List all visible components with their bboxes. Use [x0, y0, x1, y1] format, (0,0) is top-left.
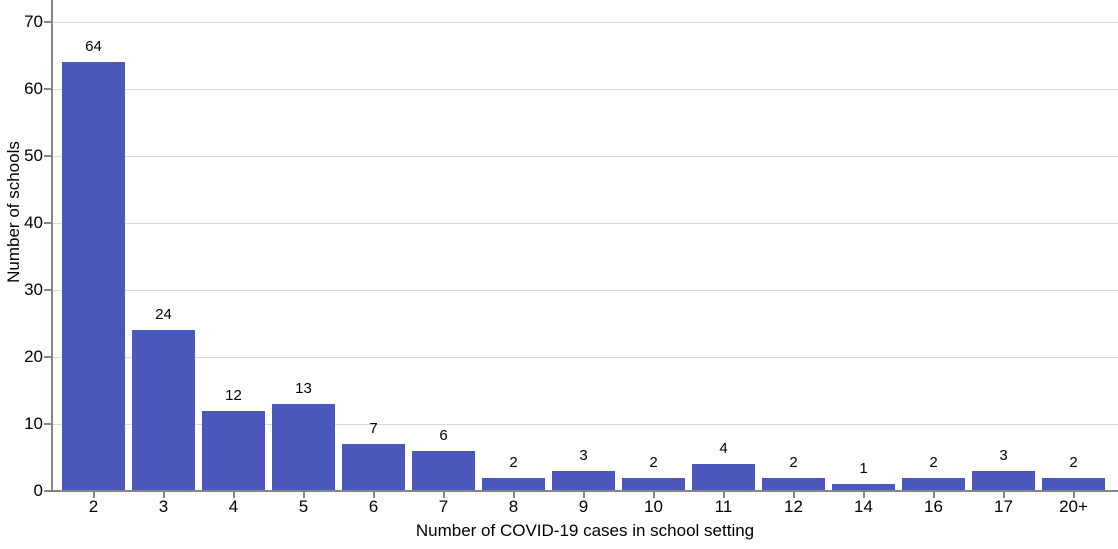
- bar-value-label: 24: [155, 306, 172, 324]
- x-axis-tick-label: 12: [784, 497, 803, 516]
- gridline: [52, 156, 1118, 157]
- bar: [692, 464, 755, 491]
- bar-value-label: 3: [999, 446, 1008, 464]
- y-axis-tick-label: 40: [24, 213, 43, 232]
- gridline: [52, 223, 1118, 224]
- y-axis-tick-label: 30: [24, 280, 43, 299]
- x-axis-tick: [652, 492, 655, 498]
- bar-value-label: 12: [225, 386, 242, 404]
- x-axis-tick-label: 2: [88, 497, 99, 516]
- y-axis-tick-label: 0: [33, 481, 43, 500]
- bar: [342, 444, 405, 491]
- x-axis-tick: [92, 492, 95, 498]
- bar-value-label: 13: [295, 379, 312, 397]
- y-axis-tick: [44, 155, 51, 157]
- y-axis-tick: [44, 356, 51, 358]
- bar: [762, 477, 825, 491]
- y-axis-tick: [44, 490, 51, 492]
- x-axis-tick-label: 9: [578, 497, 589, 516]
- x-axis-tick: [862, 492, 865, 498]
- bar-value-label: 3: [579, 446, 588, 464]
- x-axis-title: Number of COVID-19 cases in school setti…: [415, 521, 755, 540]
- y-axis-tick-label: 10: [24, 414, 43, 433]
- y-axis-tick-label: 20: [24, 347, 43, 366]
- y-axis-tick-label: 60: [24, 79, 43, 98]
- bar-value-label: 2: [929, 453, 938, 471]
- bar-value-label: 64: [85, 38, 102, 56]
- bar: [832, 484, 895, 491]
- x-axis-tick-label: 8: [508, 497, 519, 516]
- x-axis-tick-label: 20+: [1059, 497, 1088, 516]
- x-axis-tick: [1002, 492, 1005, 498]
- x-axis-tick-label: 11: [714, 497, 733, 516]
- gridline: [52, 89, 1118, 90]
- x-axis-tick: [722, 492, 725, 498]
- bar-value-label: 2: [1069, 453, 1078, 471]
- y-axis-tick: [44, 222, 51, 224]
- bar-value-label: 2: [509, 453, 518, 471]
- y-axis-tick-label: 50: [24, 146, 43, 165]
- x-axis-tick-label: 7: [438, 497, 449, 516]
- bar: [1042, 477, 1105, 491]
- y-axis-tick: [44, 423, 51, 425]
- bar: [412, 450, 475, 491]
- bar: [552, 470, 615, 491]
- bar: [272, 403, 335, 491]
- y-axis-tick: [44, 88, 51, 90]
- x-axis-tick-label: 17: [994, 497, 1013, 516]
- bar-value-label: 2: [789, 453, 798, 471]
- bar: [202, 410, 265, 491]
- bar-value-label: 7: [369, 420, 378, 438]
- y-axis-line: [51, 0, 53, 492]
- bar: [132, 330, 195, 491]
- x-axis-tick-label: 16: [924, 497, 943, 516]
- bar-value-label: 2: [649, 453, 658, 471]
- x-axis-tick: [302, 492, 305, 498]
- x-axis-tick-label: 3: [158, 497, 169, 516]
- x-axis-tick-label: 4: [228, 497, 239, 516]
- bar: [972, 470, 1035, 491]
- y-axis-tick-label: 70: [24, 12, 43, 31]
- x-axis-tick-label: 6: [368, 497, 379, 516]
- x-axis-tick: [442, 492, 445, 498]
- x-axis-tick: [162, 492, 165, 498]
- x-axis-tick: [1072, 492, 1075, 498]
- bar: [622, 477, 685, 491]
- gridline: [52, 357, 1118, 358]
- x-axis-tick: [512, 492, 515, 498]
- x-axis-tick: [232, 492, 235, 498]
- bar: [62, 62, 125, 491]
- x-axis-tick: [932, 492, 935, 498]
- gridline: [52, 424, 1118, 425]
- y-axis-tick: [44, 289, 51, 291]
- bar-value-label: 1: [859, 460, 868, 478]
- x-axis-tick-label: 10: [644, 497, 663, 516]
- bar: [902, 477, 965, 491]
- gridline: [52, 22, 1118, 23]
- x-axis-tick: [582, 492, 585, 498]
- x-axis-tick-label: 14: [854, 497, 873, 516]
- x-axis-line: [51, 490, 1118, 492]
- x-axis-tick: [372, 492, 375, 498]
- bar-value-label: 4: [719, 440, 728, 458]
- gridline: [52, 290, 1118, 291]
- x-axis-tick: [792, 492, 795, 498]
- bar: [482, 477, 545, 491]
- x-axis-tick-label: 5: [298, 497, 309, 516]
- bar-value-label: 6: [439, 426, 448, 444]
- y-axis-tick: [44, 21, 51, 23]
